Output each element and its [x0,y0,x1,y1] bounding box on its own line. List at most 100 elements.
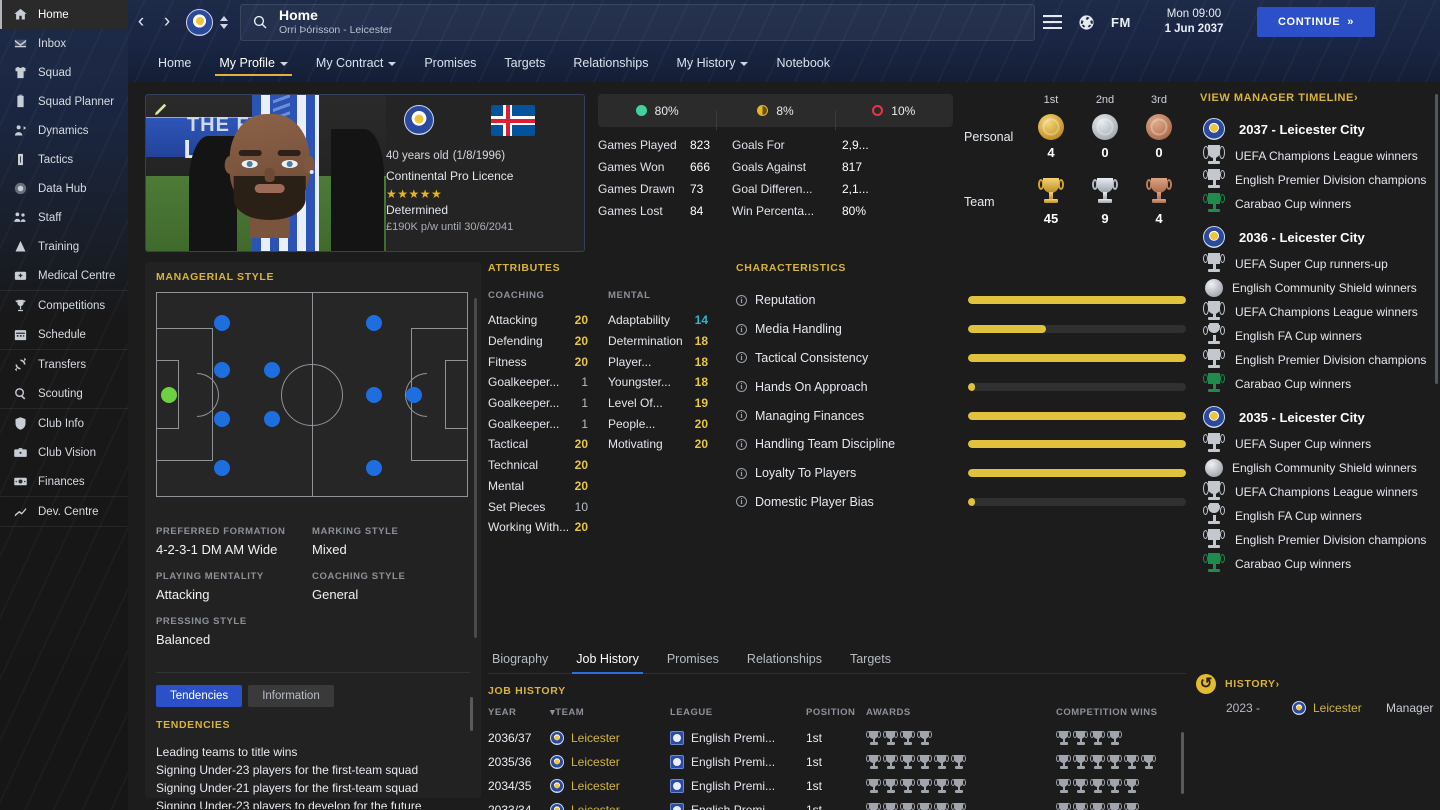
characteristic-name: Domestic Player Bias [755,494,874,509]
sidebar-item-medical-centre[interactable]: Medical Centre [0,261,128,290]
sidebar-item-schedule[interactable]: Schedule [0,320,128,349]
info-icon[interactable]: i [736,496,747,508]
job-history-row[interactable]: 2033/34 Leicester English Premi... 1st [488,798,1186,810]
sidebar-item-dynamics[interactable]: Dynamics [0,116,128,145]
sidebar-item-transfers[interactable]: Transfers [0,350,128,379]
job-history-column-header[interactable]: Competition Wins [1056,707,1158,718]
timeline-scrollbar[interactable] [1435,94,1438,384]
club-switcher-spinner[interactable] [216,15,232,29]
job-history-row[interactable]: 2034/35 Leicester English Premi... 1st [488,774,1186,798]
edit-photo-icon[interactable] [153,101,169,117]
history-team[interactable]: Leicester [1292,701,1386,715]
job-league[interactable]: English Premi... [670,750,806,774]
sidebar-item-training[interactable]: Training [0,232,128,261]
timeline-season-header: 2035 - Leicester City [1196,402,1440,432]
toggle-tendencies[interactable]: Tendencies [156,685,243,707]
job-history-row[interactable]: 2036/37 Leicester English Premi... 1st [488,726,1186,750]
back-button[interactable]: ‹ [137,11,145,32]
job-league[interactable]: English Premi... [670,726,806,750]
sidebar-item-tactics[interactable]: Tactics [0,145,128,174]
job-history-column-header[interactable]: Year [488,707,517,718]
attribute-name: People... [608,416,656,431]
tendencies-scrollbar[interactable] [470,697,473,731]
fm-logo[interactable]: FM [1111,14,1131,30]
attribute-row-mental: Motivating 20 [608,434,728,455]
formation-pitch[interactable] [156,292,468,497]
history-row[interactable]: 2023 - Leicester Manager [1226,701,1440,715]
info-icon[interactable]: i [736,323,747,335]
pitch-position-player[interactable] [214,459,231,476]
subtab-promises[interactable]: Promises [666,652,719,666]
tab-targets[interactable]: Targets [490,44,559,82]
tab-my-history[interactable]: My History [662,44,762,82]
sidebar-item-squad-planner[interactable]: Squad Planner [0,87,128,116]
sidebar-item-data-hub[interactable]: Data Hub [0,174,128,203]
sidebar-item-scouting[interactable]: Scouting [0,379,128,408]
subtab-biography[interactable]: Biography [492,652,549,666]
club-crest-icon[interactable] [186,8,213,36]
trophy-icon [866,754,881,771]
sidebar-item-competitions[interactable]: Competitions [0,291,128,320]
job-history-row[interactable]: 2035/36 Leicester English Premi... 1st [488,750,1186,774]
sidebar-item-finances[interactable]: Finances [0,467,128,496]
toggle-information[interactable]: Information [248,685,334,707]
pitch-position-player[interactable] [366,386,382,403]
sidebar-item-club-info[interactable]: Club Info [0,409,128,438]
globe-icon[interactable] [1069,0,1103,44]
tab-my-profile[interactable]: My Profile [205,44,302,82]
job-history-column-header[interactable]: Awards [866,707,911,718]
pitch-position-player[interactable] [406,386,423,403]
pitch-position-player[interactable] [263,410,280,427]
managerial-style-scrollbar[interactable] [474,298,477,638]
continue-button[interactable]: CONTINUE » [1256,7,1375,37]
stat-label: Games Played [598,138,677,152]
subtab-targets[interactable]: Targets [849,652,891,666]
contract-summary: £190K p/w until 30/6/2041 [386,221,514,233]
tab-home[interactable]: Home [144,44,205,82]
subtab-relationships[interactable]: Relationships [746,652,822,666]
sidebar-item-dev-centre[interactable]: Dev. Centre [0,497,128,526]
job-team[interactable]: Leicester [550,798,670,810]
tab-relationships[interactable]: Relationships [559,44,662,82]
sidebar-item-home[interactable]: Home [0,0,128,29]
job-team[interactable]: Leicester [550,726,670,750]
tab-my-contract[interactable]: My Contract [302,44,410,82]
pitch-position-player[interactable] [214,362,231,379]
sidebar-item-inbox[interactable]: Inbox [0,29,128,58]
hamburger-menu-button[interactable] [1035,0,1069,44]
info-icon[interactable]: i [736,294,747,306]
info-icon[interactable]: i [736,467,747,479]
job-history-column-header[interactable]: ▾Team [550,707,585,718]
job-team[interactable]: Leicester [550,774,670,798]
tab-label: Notebook [776,56,830,70]
job-team[interactable]: Leicester [550,750,670,774]
manager-photo[interactable]: THE FO LEICES [146,95,386,251]
pitch-position-player[interactable] [366,315,382,332]
sidebar-item-staff[interactable]: Staff [0,203,128,232]
pitch-position-goalkeeper[interactable] [161,386,178,403]
pitch-position-player[interactable] [366,459,382,476]
sidebar-item-club-vision[interactable]: Club Vision [0,438,128,467]
pitch-position-player[interactable] [214,410,231,427]
job-history-column-header[interactable]: Position [806,707,856,718]
pitch-position-player[interactable] [263,362,280,379]
job-history-scrollbar[interactable] [1181,732,1184,794]
subtab-job-history[interactable]: Job History [562,652,653,674]
view-manager-timeline-link[interactable]: VIEW MANAGER TIMELINE› [1200,92,1359,104]
profile-club-crest-icon[interactable] [404,105,434,135]
sidebar-item-squad[interactable]: Squad [0,58,128,87]
job-history-column-header[interactable]: League [670,707,713,718]
info-icon[interactable]: i [736,381,747,393]
forward-button[interactable]: › [163,11,171,32]
job-league[interactable]: English Premi... [670,774,806,798]
info-icon[interactable]: i [736,410,747,422]
info-icon[interactable]: i [736,352,747,364]
pitch-position-player[interactable] [214,315,231,332]
tab-promises[interactable]: Promises [410,44,490,82]
tab-notebook[interactable]: Notebook [762,44,844,82]
form-pill-draw: 8% [716,104,834,130]
attribute-row-coaching: Technical 20 [488,455,608,476]
job-league[interactable]: English Premi... [670,798,806,810]
search-bar[interactable]: Home Orri Þórisson - Leicester [240,3,1035,41]
info-icon[interactable]: i [736,438,747,450]
